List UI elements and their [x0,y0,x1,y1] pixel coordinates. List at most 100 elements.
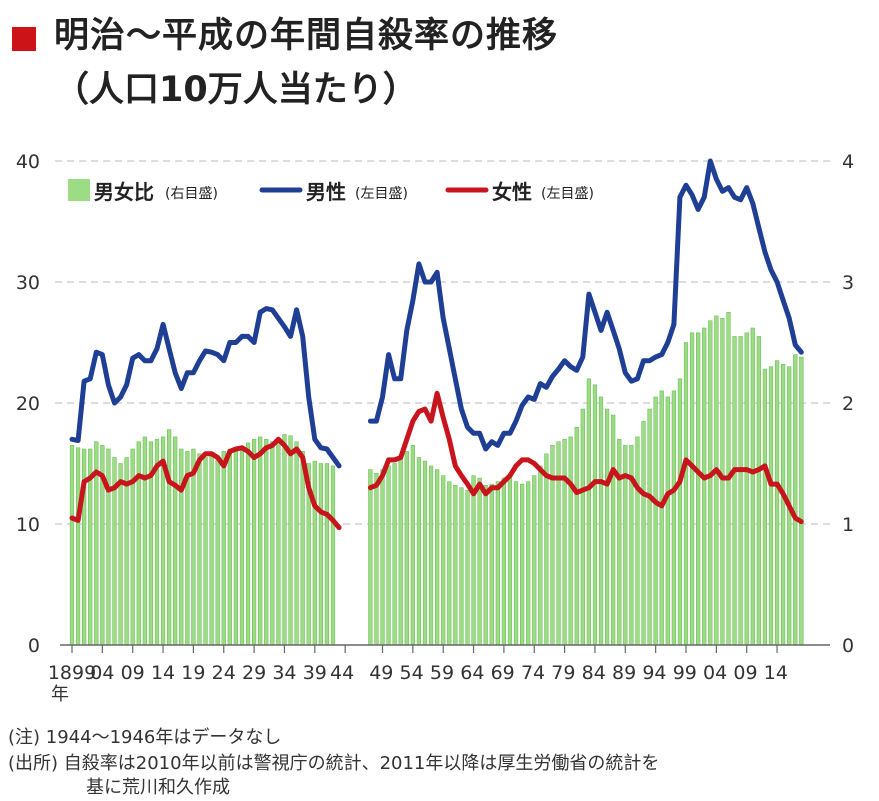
y-right-tick-label: 3 [842,272,854,294]
ratio-bar [428,465,434,646]
legend: 男女比 (右目盛) 男性 (左目盛) 女性 (左目盛) [68,179,594,204]
x-tick-label: 1899 [48,662,96,684]
x-tick-label: 29 [242,662,266,684]
ratio-bar [617,439,622,646]
ratio-bar [215,455,220,646]
ratio-bar [653,396,658,646]
ratio-bar [245,442,251,646]
ratio-bar [744,332,749,646]
y-left-tick-label: 0 [28,635,40,657]
x-tick-label: 54 [400,662,424,684]
ratio-bar [392,463,397,646]
y-right-tick-label: 0 [842,635,854,657]
ratio-bar [118,463,123,646]
ratio-bar [167,429,172,646]
x-tick-label: 14 [764,662,788,684]
ratio-bar [368,469,373,646]
ratio-bar [270,441,275,646]
ratio-bar [580,408,585,646]
x-tick-label: 24 [212,662,236,684]
chart-title: 明治〜平成の年間自殺率の推移 [54,16,559,56]
ratio-bar [750,327,755,646]
ratio-bar [793,354,798,646]
ratio-bar [465,489,470,646]
ratio-bar [300,451,305,646]
ratio-bar [677,378,683,646]
ratio-bar [696,332,701,646]
ratio-bar [592,384,598,646]
ratio-bar [647,408,652,646]
ratio-bar [173,436,178,646]
ratio-bar [586,378,591,646]
legend-female-note: (左目盛) [541,186,594,202]
ratio-bar [75,447,81,646]
ratio-bar [324,463,330,646]
ratio-bar [453,485,458,646]
ratio-bar [598,396,604,646]
ratio-bar [538,465,543,646]
title-marker [12,27,36,51]
ratio-bar [708,320,713,646]
ratio-bar [714,315,719,646]
ratio-bar [562,439,567,646]
ratio-bar [209,453,214,646]
ratio-bar [239,447,245,646]
note-line-1: (注) 1944〜1946年はデータなし [8,727,282,748]
x-tick-label: 19 [181,662,205,684]
ratio-bar [574,426,579,646]
ratio-bar [471,475,476,646]
x-tick-label: 99 [673,662,697,684]
legend-male-note: (左目盛) [355,186,408,202]
x-tick-label: 04 [703,662,727,684]
x-tick-label: 44 [330,662,354,684]
ratio-bar [404,451,409,646]
ratio-bar [422,460,428,646]
ratio-bar [441,475,446,646]
ratio-bar [233,451,238,646]
male-line [69,306,342,469]
ratio-bar [416,457,422,646]
x-tick-label: 64 [460,662,484,684]
ratio-bar [312,460,317,646]
ratio-bar [252,439,257,646]
ratio-bar [294,441,299,646]
note-line-2: (出所) 自殺率は2010年以前は警視庁の統計、2011年以降は厚生労働省の統計… [8,753,660,774]
ratio-bar [410,445,415,646]
legend-ratio-swatch [68,179,90,201]
ratio-bar [380,469,385,646]
ratio-bar [520,483,525,646]
ratio-bar [264,439,269,646]
x-tick-label: 09 [733,662,757,684]
ratio-bar [568,436,573,646]
ratio-bar [501,477,506,646]
x-tick-label: 14 [151,662,175,684]
ratio-bar [142,436,147,646]
female-line [69,436,342,531]
ratio-bar [489,483,494,646]
ratio-bar [659,390,664,646]
note-line-3: 基に荒川和久作成 [86,777,230,798]
ratio-bar [799,356,804,646]
ratio-bar [774,360,780,646]
x-tick-label: 59 [430,662,454,684]
x-tick-label: 34 [272,662,296,684]
ratio-bar [435,469,440,646]
x-tick-label: 09 [121,662,145,684]
ratio-bar [276,439,281,646]
female-line [367,390,804,525]
ratio-bar [544,453,549,646]
ratio-bar [136,441,141,646]
ratio-bar [781,364,786,646]
ratio-bar [532,475,537,646]
ratio-bar [227,448,232,646]
x-tick-label: 04 [90,662,114,684]
ratio-bar [179,448,184,646]
legend-male-label: 男性 [306,180,346,204]
ratio-bar [507,477,513,646]
ratio-bar [720,318,725,646]
x-tick-label: 39 [303,662,327,684]
x-tick-label: 49 [369,662,393,684]
ratio-bar [768,366,774,646]
ratio-bar [671,390,676,646]
